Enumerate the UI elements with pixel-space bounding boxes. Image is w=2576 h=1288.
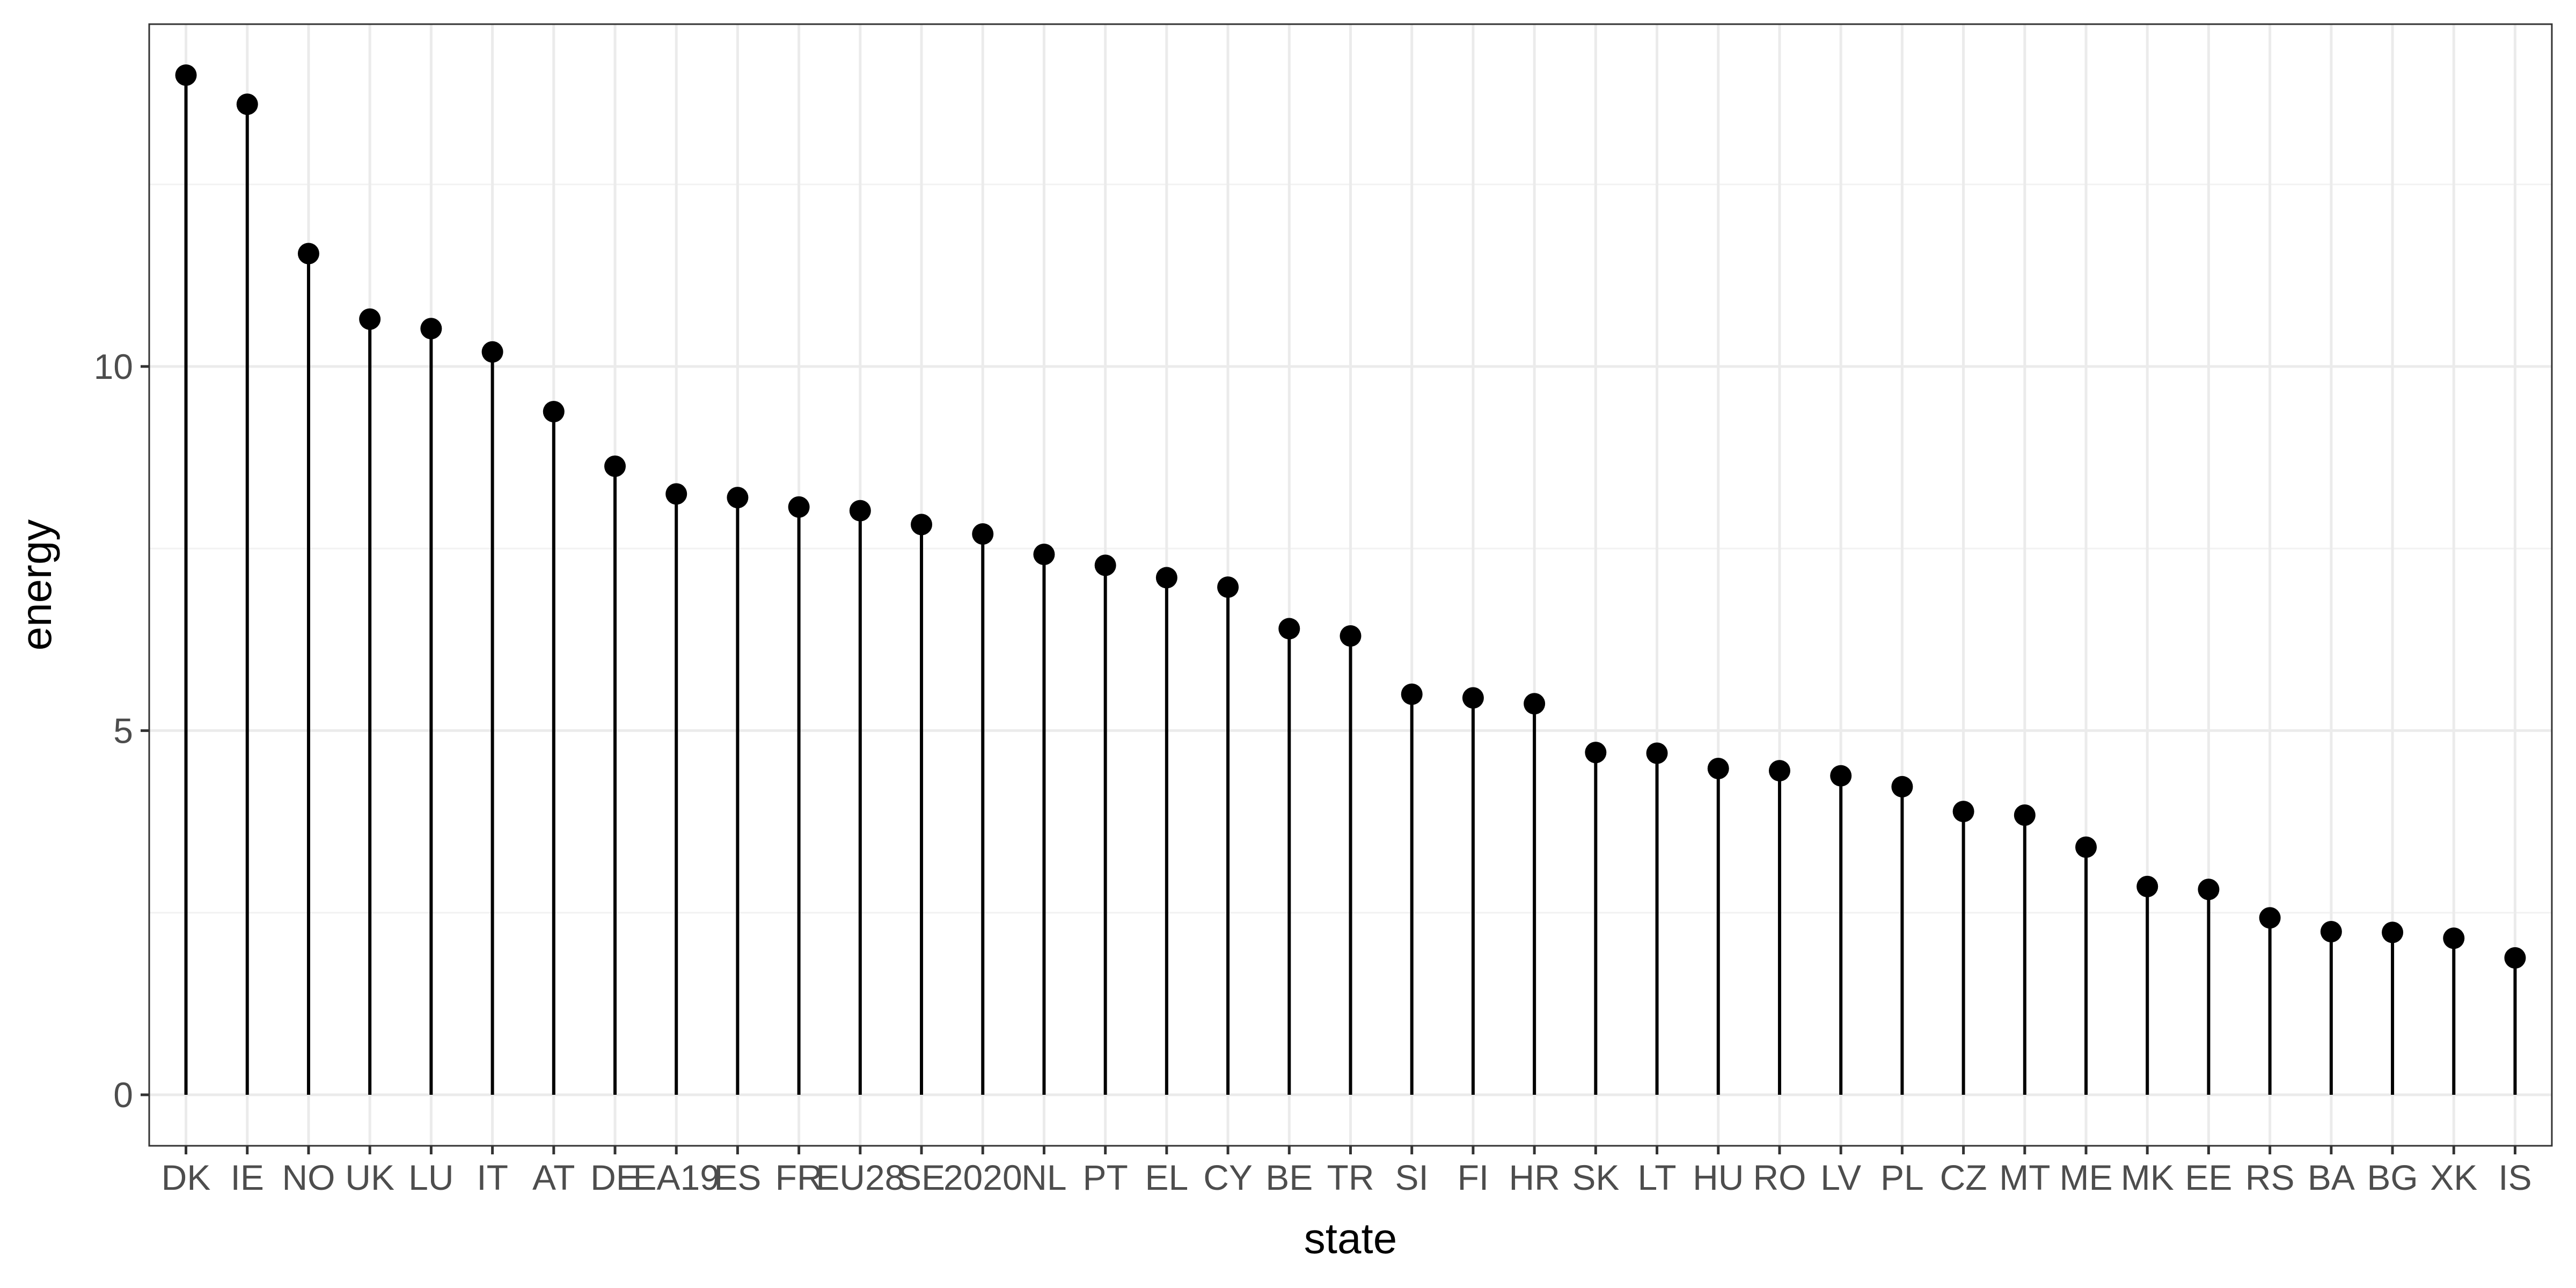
y-axis-title: energy	[12, 519, 60, 651]
x-tick-label-NL: NL	[1021, 1158, 1066, 1197]
x-tick-label-CY: CY	[1203, 1158, 1253, 1197]
point-MT	[2014, 804, 2036, 826]
point-NO	[297, 243, 319, 265]
point-AT	[543, 401, 565, 422]
x-tick-label-MT: MT	[1999, 1158, 2050, 1197]
point-LV	[1830, 765, 1852, 787]
x-tick-label-EL: EL	[1145, 1158, 1189, 1197]
point-UK	[359, 308, 381, 330]
x-tick-label-PT: PT	[1082, 1158, 1128, 1197]
point-SI	[1401, 683, 1423, 705]
point-RO	[1768, 760, 1790, 782]
point-CZ	[1952, 801, 1974, 823]
point-IE	[236, 93, 258, 115]
point-SE	[911, 514, 933, 536]
point-LT	[1646, 742, 1668, 764]
y-axis-ticks: 0 5 10	[94, 347, 149, 1115]
x-tick-label-CZ: CZ	[1940, 1158, 1987, 1197]
point-PT	[1094, 554, 1116, 576]
x-tick-label-LT: LT	[1637, 1158, 1676, 1197]
x-tick-label-MK: MK	[2121, 1158, 2174, 1197]
point-EA19	[665, 483, 687, 505]
y-tick-label: 10	[94, 347, 133, 386]
x-tick-label-IT: IT	[477, 1158, 508, 1197]
x-tick-label-LU: LU	[408, 1158, 453, 1197]
x-tick-label-AT: AT	[532, 1158, 575, 1197]
point-CY	[1217, 576, 1239, 598]
point-HR	[1524, 693, 1546, 715]
x-tick-label-SK: SK	[1572, 1158, 1619, 1197]
x-axis-title: state	[1304, 1214, 1397, 1262]
y-tick-label: 5	[113, 711, 133, 750]
point-TR	[1340, 625, 1362, 647]
point-RS	[2259, 907, 2281, 929]
point-DE	[604, 455, 626, 477]
x-tick-label-UK: UK	[345, 1158, 394, 1197]
point-ME	[2075, 836, 2097, 858]
point-EU28	[849, 500, 871, 522]
x-tick-label-FI: FI	[1458, 1158, 1489, 1197]
point-FR	[788, 496, 810, 518]
x-tick-label-BG: BG	[2367, 1158, 2418, 1197]
point-DK	[175, 64, 197, 86]
x-tick-label-BA: BA	[2308, 1158, 2355, 1197]
point-IT	[481, 341, 503, 363]
x-tick-label-BE: BE	[1265, 1158, 1313, 1197]
x-tick-label-EA19: EA19	[633, 1158, 719, 1197]
stems	[184, 75, 2517, 1095]
x-tick-label-EE: EE	[2185, 1158, 2232, 1197]
x-tick-label-XK: XK	[2430, 1158, 2477, 1197]
x-tick-label-NO: NO	[282, 1158, 335, 1197]
x-tick-label-DE: DE	[590, 1158, 640, 1197]
x-tick-label-IE: IE	[231, 1158, 264, 1197]
x-tick-label-HR: HR	[1509, 1158, 1560, 1197]
point-NL	[1033, 544, 1055, 565]
x-tick-label-FR: FR	[775, 1158, 823, 1197]
point-MK	[2136, 875, 2158, 897]
point-IS	[2504, 947, 2526, 969]
x-tick-label-ME: ME	[2060, 1158, 2113, 1197]
point-2020	[972, 523, 994, 545]
x-tick-label-DK: DK	[162, 1158, 211, 1197]
point-BA	[2320, 921, 2342, 942]
y-tick-label: 0	[113, 1075, 133, 1115]
x-tick-label-RO: RO	[1753, 1158, 1806, 1197]
point-PL	[1891, 775, 1913, 797]
point-SK	[1585, 742, 1607, 764]
x-tick-label-HU: HU	[1693, 1158, 1744, 1197]
x-tick-label-SE: SE	[898, 1158, 945, 1197]
x-tick-label-RS: RS	[2245, 1158, 2295, 1197]
point-EL	[1155, 567, 1177, 589]
point-ES	[727, 487, 749, 509]
point-BG	[2382, 921, 2404, 943]
x-tick-label-SI: SI	[1395, 1158, 1429, 1197]
points	[175, 64, 2526, 969]
point-BE	[1278, 618, 1300, 640]
x-tick-label-EU28: EU28	[816, 1158, 904, 1197]
point-FI	[1462, 687, 1484, 709]
x-tick-label-LV: LV	[1820, 1158, 1861, 1197]
point-HU	[1707, 758, 1729, 779]
x-tick-label-TR: TR	[1327, 1158, 1374, 1197]
x-tick-label-IS: IS	[2498, 1158, 2531, 1197]
x-tick-label-ES: ES	[714, 1158, 761, 1197]
point-EE	[2198, 879, 2220, 901]
point-XK	[2443, 927, 2465, 949]
x-tick-label-2020: 2020	[943, 1158, 1022, 1197]
x-tick-label-PL: PL	[1880, 1158, 1924, 1197]
point-LU	[420, 318, 442, 340]
